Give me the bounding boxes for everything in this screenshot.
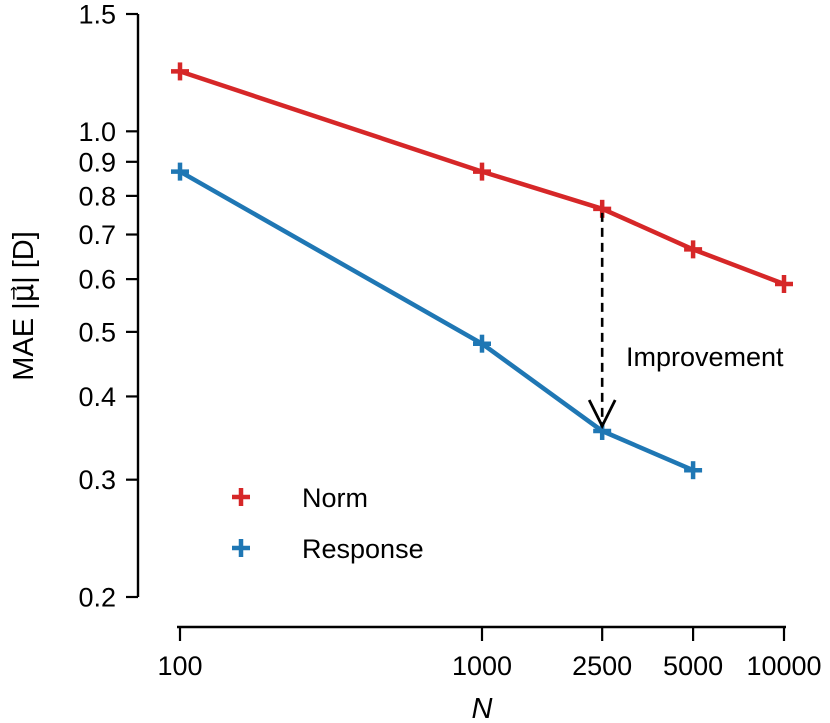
- response-series: [171, 162, 703, 480]
- response-point: [171, 162, 189, 181]
- norm-series: [171, 62, 793, 293]
- y-tick-label: 0.2: [78, 583, 116, 613]
- legend: Norm Response: [232, 483, 424, 564]
- y-axis-label: MAE |μ⃗| [D]: [8, 231, 40, 381]
- norm-point: [473, 162, 491, 181]
- x-tick-label: 100: [157, 651, 202, 681]
- y-tick-label: 0.3: [78, 465, 116, 495]
- improvement-annotation: Improvement: [587, 212, 784, 430]
- y-tick-label: 0.7: [78, 220, 116, 250]
- y-ticks: 0.2 0.3 0.4 0.5 0.6 0.7 0.8 0.91.0 1.5: [78, 0, 138, 613]
- improvement-arrow-head: [587, 399, 617, 430]
- legend-item-norm: Norm: [232, 483, 368, 513]
- y-tick-label: 0.5: [78, 317, 116, 347]
- x-tick-label: 5000: [663, 651, 723, 681]
- y-tick-label: 0.9: [78, 147, 116, 177]
- response-point: [684, 461, 703, 480]
- legend-label-response: Response: [302, 534, 424, 564]
- norm-point: [775, 274, 793, 293]
- x-ticks: 100 1000 2500 5000 10000: [157, 627, 822, 681]
- x-tick-label: 1000: [452, 651, 512, 681]
- annotation-layer: Improvement: [587, 212, 784, 430]
- y-tick-label: 1.5: [78, 0, 116, 30]
- response-line: [178, 169, 694, 473]
- response-point: [473, 334, 491, 353]
- x-axis-label: N: [472, 693, 493, 723]
- y-tick-label: 1.0: [78, 117, 116, 147]
- y-tick-label: 0.8: [78, 181, 116, 211]
- legend-marker-response: [232, 539, 250, 557]
- y-tick-label: 0.4: [78, 382, 116, 412]
- norm-point: [171, 62, 189, 81]
- legend-marker-norm: [232, 488, 250, 506]
- x-tick-label: 2500: [572, 651, 632, 681]
- legend-label-norm: Norm: [302, 483, 368, 513]
- y-tick-label: 0.6: [78, 265, 116, 295]
- norm-point: [684, 240, 703, 259]
- improvement-label: Improvement: [626, 342, 784, 372]
- legend-item-response: Response: [232, 534, 424, 564]
- x-tick-label: 10000: [746, 651, 821, 681]
- series-layer: [171, 62, 793, 480]
- axes: [136, 14, 786, 629]
